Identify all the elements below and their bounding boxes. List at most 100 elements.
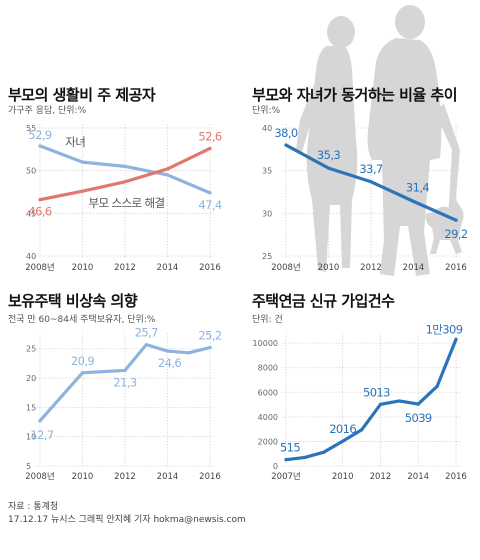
data-point bbox=[454, 337, 458, 341]
data-label: 47,4 bbox=[198, 198, 221, 212]
x-tick-label: 2010 bbox=[332, 472, 354, 482]
data-point bbox=[435, 384, 439, 388]
data-point bbox=[416, 402, 420, 406]
y-tick-label: 15 bbox=[26, 403, 36, 412]
data-point bbox=[165, 173, 170, 177]
x-tick-label: 2008년 bbox=[25, 262, 54, 273]
data-point bbox=[359, 428, 364, 432]
data-point bbox=[38, 198, 42, 202]
x-tick-label: 2016 bbox=[199, 472, 221, 482]
x-tick-label: 2016 bbox=[445, 263, 467, 273]
x-tick-label: 2007년 bbox=[271, 471, 300, 482]
y-tick-label: 4000 bbox=[258, 413, 278, 422]
source-note: 자료 : 통계청 bbox=[8, 500, 58, 512]
x-tick-label: 2014 bbox=[407, 472, 429, 482]
data-point bbox=[369, 180, 373, 184]
data-point bbox=[187, 351, 191, 355]
y-tick-label: 8000 bbox=[258, 364, 278, 373]
data-label: 2016 bbox=[329, 422, 356, 436]
data-point bbox=[80, 160, 85, 164]
x-tick-label: 2008년 bbox=[271, 262, 300, 273]
data-point bbox=[123, 368, 127, 373]
data-label: 24,6 bbox=[158, 356, 181, 370]
data-point bbox=[123, 164, 127, 168]
y-tick-label: 30 bbox=[262, 209, 272, 218]
y-tick-label: 10000 bbox=[253, 339, 278, 348]
y-tick-label: 2000 bbox=[258, 437, 278, 446]
data-label: 33,7 bbox=[359, 162, 382, 176]
x-tick-label: 2014 bbox=[157, 472, 179, 482]
data-point bbox=[59, 395, 63, 399]
x-tick-label: 2008년 bbox=[25, 471, 54, 482]
x-tick-label: 2016 bbox=[445, 472, 467, 482]
data-label: 52,9 bbox=[28, 128, 51, 142]
data-label: 31,4 bbox=[406, 180, 429, 194]
data-label: 25,7 bbox=[135, 326, 158, 340]
data-label: 46,6 bbox=[28, 205, 51, 219]
chart-title: 주택연금 신규 가입건수 bbox=[252, 292, 395, 310]
x-tick-label: 2012 bbox=[114, 472, 136, 482]
data-point bbox=[80, 371, 85, 375]
x-tick-label: 2016 bbox=[199, 263, 221, 273]
chart-subtitle: 가구주 응답, 단위:% bbox=[8, 104, 87, 116]
x-tick-label: 2012 bbox=[370, 472, 392, 482]
data-point bbox=[38, 144, 42, 148]
series-line bbox=[284, 337, 458, 462]
data-point bbox=[303, 455, 307, 460]
data-point bbox=[284, 458, 288, 462]
data-point bbox=[123, 180, 127, 184]
data-point bbox=[326, 166, 331, 170]
data-point bbox=[397, 399, 401, 403]
y-tick-label: 20 bbox=[26, 374, 36, 383]
y-tick-label: 10 bbox=[26, 433, 36, 442]
y-tick-label: 40 bbox=[262, 124, 272, 133]
data-point bbox=[322, 450, 326, 454]
data-label: 35,3 bbox=[317, 148, 340, 162]
y-tick-label: 25 bbox=[262, 252, 272, 261]
data-label: 5013 bbox=[363, 385, 390, 399]
data-label: 38,0 bbox=[274, 126, 297, 140]
data-point bbox=[208, 345, 212, 350]
series-line bbox=[38, 343, 212, 423]
y-tick-label: 40 bbox=[26, 252, 36, 261]
data-point bbox=[208, 191, 212, 195]
y-tick-label: 5 bbox=[26, 462, 31, 471]
data-label: 52,6 bbox=[198, 129, 221, 143]
data-label: 20,9 bbox=[71, 354, 94, 368]
data-label: 25,2 bbox=[198, 329, 221, 343]
data-point bbox=[284, 143, 288, 147]
x-tick-label: 2010 bbox=[72, 263, 94, 273]
credit-note: 17.12.17 뉴시스 그래픽 안지혜 기자 hokma@newsis.com bbox=[8, 513, 246, 525]
data-label: 21,3 bbox=[113, 375, 136, 389]
y-tick-label: 55 bbox=[26, 124, 36, 133]
x-tick-label: 2010 bbox=[72, 472, 94, 482]
y-tick-label: 45 bbox=[26, 209, 36, 218]
data-point bbox=[454, 218, 458, 222]
data-label: 5039 bbox=[405, 411, 432, 425]
elderly-couple-silhouette-icon bbox=[296, 5, 464, 276]
y-tick-label: 6000 bbox=[258, 388, 278, 397]
data-point bbox=[144, 343, 148, 347]
chart-title: 보유주택 비상속 의향 bbox=[8, 292, 138, 310]
y-tick-label: 0 bbox=[273, 462, 278, 471]
data-label: 515 bbox=[280, 441, 300, 455]
x-tick-label: 2012 bbox=[114, 263, 136, 273]
data-point bbox=[38, 419, 42, 423]
chart-title: 부모와 자녀가 동거하는 비율 추이 bbox=[252, 86, 457, 104]
chart-subtitle: 단위: 건 bbox=[252, 314, 283, 325]
data-label: 1만309 bbox=[426, 322, 463, 336]
y-tick-label: 25 bbox=[26, 345, 36, 354]
data-point bbox=[165, 349, 170, 353]
chart-subtitle: 단위:% bbox=[252, 105, 281, 116]
data-point bbox=[378, 402, 383, 407]
chart-title: 부모의 생활비 주 제공자 bbox=[8, 86, 156, 104]
data-point bbox=[80, 189, 85, 193]
y-tick-label: 35 bbox=[262, 167, 272, 176]
series-name-label: 부모 스스로 해결 bbox=[89, 196, 165, 210]
